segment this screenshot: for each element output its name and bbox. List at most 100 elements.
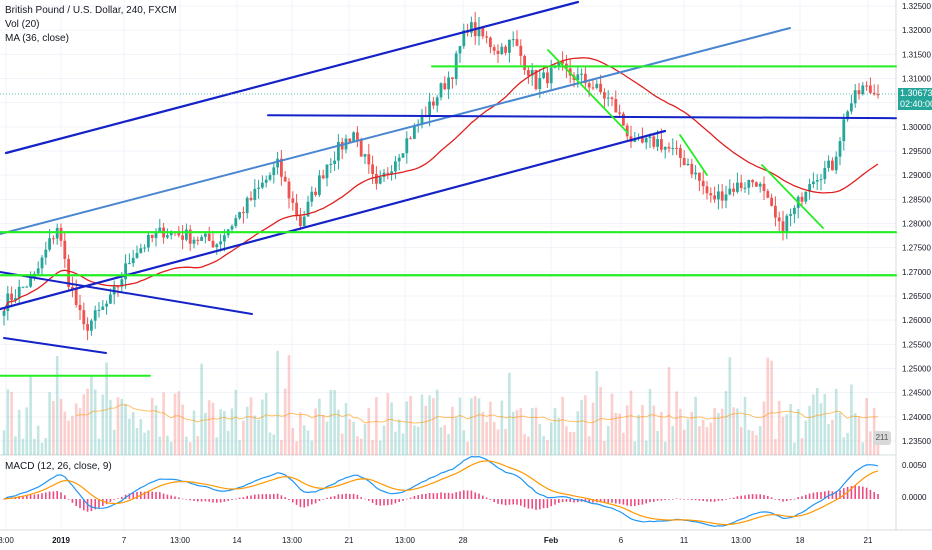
volume-bar: [185, 436, 188, 455]
time-tick-label: 13:00: [282, 536, 303, 545]
candle-body: [333, 160, 336, 164]
volume-bar: [568, 431, 572, 455]
trend-lines[interactable]: [0, 0, 898, 377]
volume-bar: [249, 397, 253, 455]
candle-body: [401, 153, 405, 158]
volume-indicator-label[interactable]: Vol (20): [5, 19, 40, 30]
macd-histogram-bar: [535, 499, 537, 510]
macd-histogram-bar: [675, 498, 678, 500]
volume-bar: [728, 357, 732, 455]
macd-histogram-bar: [668, 499, 670, 500]
candle-body: [295, 202, 298, 217]
macd-histogram-bar: [117, 498, 119, 499]
time-tick-label: 21: [345, 536, 354, 545]
volume-bar: [337, 409, 340, 455]
descending-line-lower[interactable]: [3, 337, 107, 354]
volume-bar: [462, 430, 466, 455]
volume-bar: [842, 437, 846, 455]
volume-bar: [264, 393, 268, 455]
time-tick-label: 13:00: [395, 536, 416, 545]
macd-histogram-bar: [132, 492, 134, 499]
flag-icon[interactable]: 211: [873, 431, 891, 445]
channel-lower-line[interactable]: [0, 129, 667, 311]
candle-body: [359, 139, 363, 157]
volume-bar: [443, 425, 447, 455]
macd-histogram-bar: [805, 494, 807, 499]
macd-histogram-bar: [292, 499, 294, 503]
volume-bar: [394, 431, 397, 455]
volume-bar: [204, 412, 207, 455]
candle-body: [253, 188, 257, 200]
macd-indicator-label[interactable]: MACD (12, 26, close, 9): [5, 461, 112, 472]
volume-bar: [496, 429, 500, 455]
volume-bar: [196, 435, 200, 455]
macd-histogram-bar: [626, 499, 628, 506]
macd-histogram-bar: [725, 499, 727, 500]
volume-bar: [291, 427, 295, 455]
macd-histogram-bar: [197, 499, 199, 502]
candle-body: [470, 22, 473, 33]
candle-body: [508, 39, 511, 53]
volume-bar: [815, 388, 819, 455]
volume-bar: [40, 442, 44, 455]
candle-body: [736, 182, 739, 192]
candle-body: [447, 77, 450, 90]
macd-histogram-bar: [645, 499, 647, 504]
volume-bar: [652, 405, 656, 455]
volume-bar: [177, 391, 181, 455]
price-tick-label: 1.32000: [902, 26, 931, 35]
volume-bar: [713, 408, 716, 455]
volume-bar: [470, 398, 473, 455]
symbol-title[interactable]: British Pound / U.S. Dollar, 240, FXCM: [5, 5, 177, 16]
candle-body: [743, 187, 747, 189]
volume-bar: [416, 426, 420, 455]
candle-body: [492, 47, 496, 51]
descending-line-upper[interactable]: [0, 271, 253, 315]
time-tick-label: 14: [233, 536, 242, 545]
macd-histogram-bar: [402, 499, 404, 501]
volume-bar: [230, 408, 234, 455]
volume-bar: [120, 398, 124, 455]
macd-histogram-bar: [618, 499, 621, 504]
macd-histogram-bar: [542, 499, 545, 509]
candle-body: [869, 85, 872, 93]
candle-body: [356, 132, 359, 140]
volume-bar: [561, 396, 564, 455]
macd-histogram-bar: [159, 492, 161, 499]
volume-bar: [386, 393, 390, 455]
volume-bar: [74, 403, 78, 455]
green-trend-line-2[interactable]: [679, 134, 708, 176]
resistance-blue-line[interactable]: [267, 114, 897, 120]
time-tick-label: 3:00: [0, 536, 14, 545]
macd-histogram-bar: [523, 499, 526, 508]
macd-histogram-bar: [660, 499, 663, 501]
macd-histogram-bar: [193, 499, 195, 501]
volume-bar: [686, 419, 690, 455]
volume-bar: [793, 442, 796, 455]
volume-bar: [14, 436, 17, 455]
macd-histogram-bar: [345, 493, 347, 499]
volume-bar: [530, 408, 534, 455]
volume-bar: [21, 438, 25, 455]
macd-histogram-bar: [147, 491, 150, 499]
ma-polyline: [3, 57, 879, 312]
green-trend-line-1[interactable]: [547, 49, 629, 134]
volume-bar: [633, 441, 637, 455]
candle-body: [755, 182, 758, 187]
macd-histogram-bar: [155, 491, 157, 499]
macd-histogram-bar: [394, 499, 397, 504]
macd-histogram-bar: [288, 499, 290, 501]
volume-bar: [606, 426, 610, 455]
candle-body: [675, 148, 678, 150]
candle-body: [701, 180, 705, 187]
volume-bar: [603, 440, 606, 455]
channel-upper-line[interactable]: [4, 0, 580, 155]
macd-histogram-bar: [820, 492, 822, 499]
ma-indicator-label[interactable]: MA (36, close): [5, 33, 69, 44]
channel-middle-line[interactable]: [0, 27, 791, 235]
green-trend-line-3[interactable]: [761, 164, 824, 229]
volume-bar: [97, 438, 101, 455]
macd-histogram-bar: [48, 491, 51, 499]
macd-histogram-bar: [102, 499, 104, 506]
